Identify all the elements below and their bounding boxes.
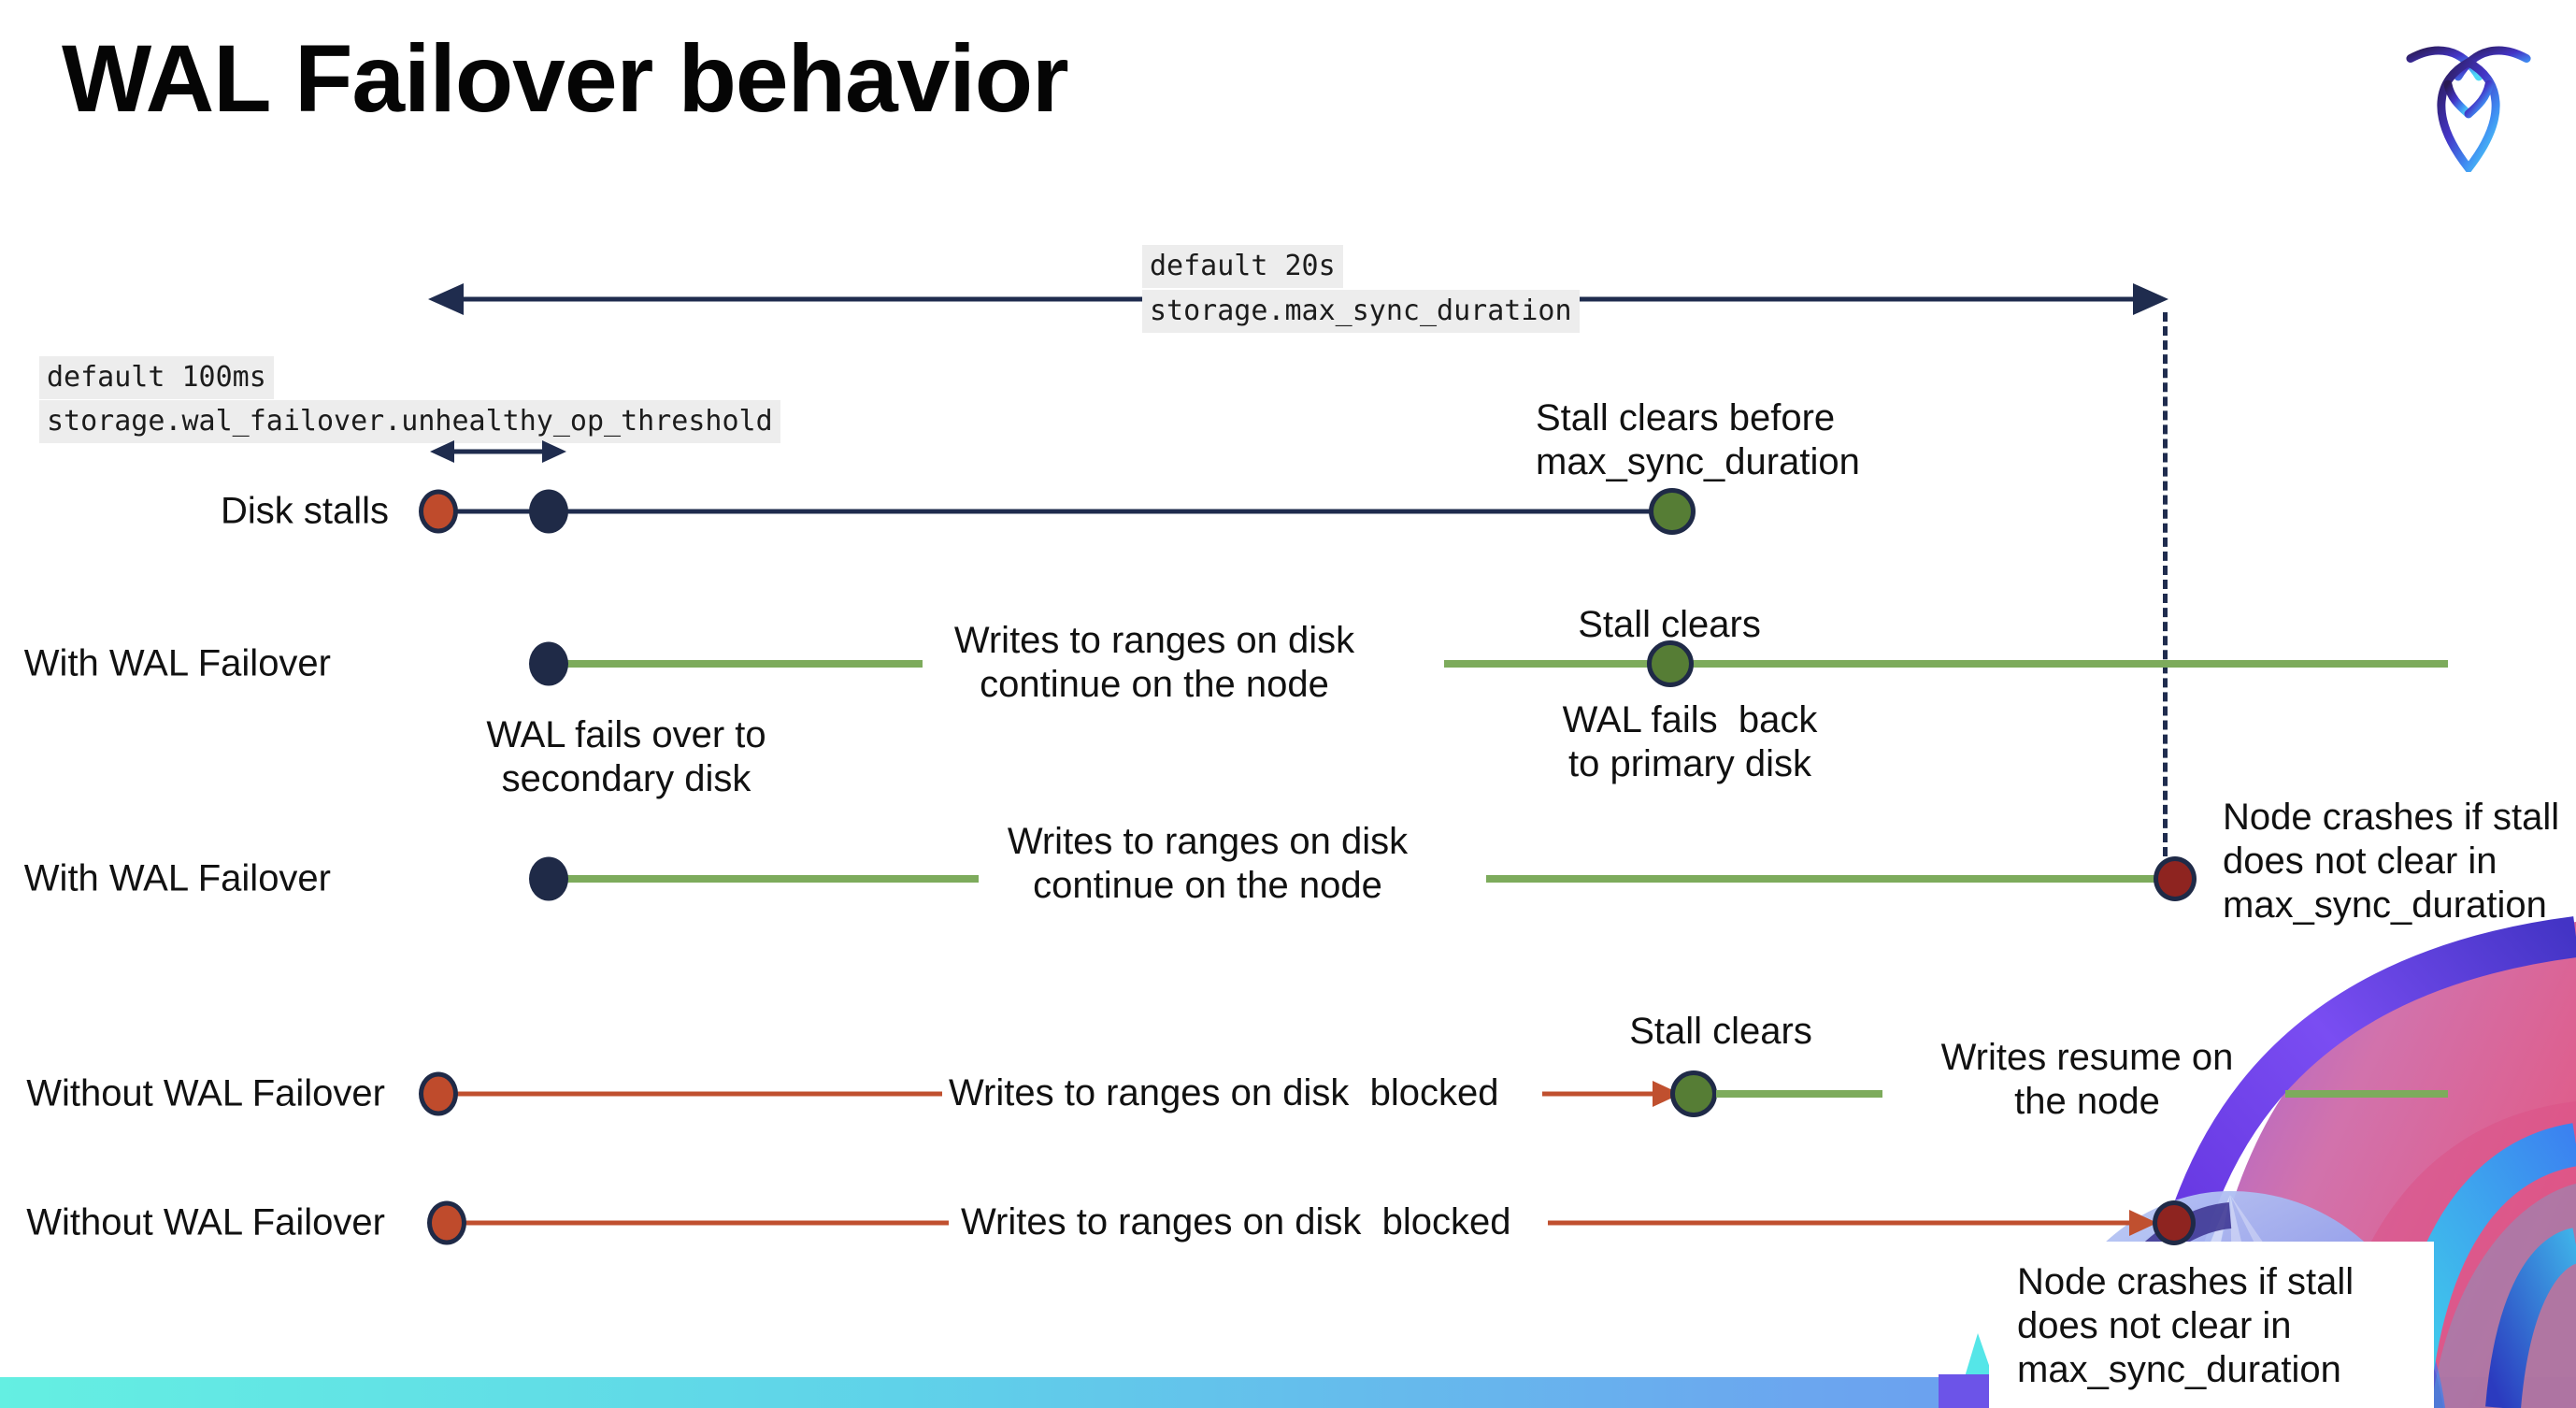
wal-failover-timeline-b <box>1444 660 2448 668</box>
stall-clears-dot-row1 <box>1649 488 1696 535</box>
writes-continue-note-row3: Writes to ranges on disk continue on the… <box>1007 821 1409 906</box>
blocked-timeline-a-row5 <box>447 1220 949 1226</box>
small-arrowhead-left-icon <box>430 440 454 463</box>
blocked-timeline-b-row4 <box>1542 1091 1656 1097</box>
failover-dot-row3 <box>529 856 568 901</box>
cockroachdb-logo-icon <box>2406 46 2531 172</box>
stall-clears-dot-row4 <box>1670 1070 1717 1117</box>
unhealthy-op-default-label: default 100ms <box>39 356 274 399</box>
row-label-without-wal-failover-2: Without WAL Failover <box>26 1201 385 1243</box>
writes-continue-note-row2: Writes to ranges on disk continue on the… <box>953 620 1355 705</box>
arrowhead-right-icon <box>2133 283 2168 315</box>
node-crash-callout-box <box>1989 1242 2434 1408</box>
blocked-timeline-a-row4 <box>438 1091 942 1097</box>
dashed-connector <box>2163 312 2168 856</box>
wal-failover-crash-timeline-b <box>1486 875 2175 883</box>
disk-stall-timeline <box>438 509 1672 514</box>
wal-fails-over-note: WAL fails over to secondary disk <box>486 714 766 799</box>
max-sync-default-label: default 20s <box>1142 245 1343 288</box>
writes-blocked-note-row5: Writes to ranges on disk blocked <box>961 1201 1511 1243</box>
stall-clears-dot-row2 <box>1647 640 1694 687</box>
wal-fails-back-note: WAL fails back to primary disk <box>1562 699 1818 784</box>
row-label-disk-stalls: Disk stalls <box>220 490 389 532</box>
stall-clears-note-row4: Stall clears <box>1629 1011 1812 1052</box>
wal-failover-timeline-a <box>549 660 923 668</box>
wal-failover-crash-timeline-a <box>549 875 979 883</box>
threshold-span-line <box>452 449 544 454</box>
node-crash-dot-row3 <box>2154 856 2197 901</box>
resume-timeline-b-row4 <box>2285 1090 2448 1098</box>
row-label-without-wal-failover-1: Without WAL Failover <box>26 1072 385 1114</box>
node-crashes-note-row3: Node crashes if stall does not clear in … <box>2223 797 2560 926</box>
resume-timeline-a-row4 <box>1716 1090 1882 1098</box>
node-crashes-note-row5: Node crashes if stall does not clear in … <box>2017 1261 2354 1390</box>
writes-blocked-note-row4: Writes to ranges on disk blocked <box>949 1072 1499 1113</box>
row-label-with-wal-failover-1: With WAL Failover <box>23 642 331 684</box>
writes-resume-note: Writes resume on the node <box>1940 1037 2234 1122</box>
max-sync-setting-label: storage.max_sync_duration <box>1142 290 1580 333</box>
blocked-timeline-b-row5 <box>1548 1220 2131 1226</box>
stall-clears-before-note: Stall clears before max_sync_duration <box>1536 397 1860 482</box>
row-label-with-wal-failover-2: With WAL Failover <box>23 857 331 899</box>
stall-start-dot-row4 <box>419 1071 458 1116</box>
node-crash-dot-row5 <box>2153 1200 2196 1245</box>
arrowhead-left-icon <box>428 283 464 315</box>
threshold-dot <box>529 489 568 534</box>
stall-clears-note-row2: Stall clears <box>1578 604 1761 645</box>
failover-dot <box>529 641 568 686</box>
stall-start-dot <box>419 489 458 534</box>
unhealthy-op-setting-label: storage.wal_failover.unhealthy_op_thresh… <box>39 400 780 443</box>
small-arrowhead-right-icon <box>542 440 566 463</box>
stall-start-dot-row5 <box>427 1200 466 1245</box>
page-title: WAL Failover behavior <box>62 25 1069 132</box>
